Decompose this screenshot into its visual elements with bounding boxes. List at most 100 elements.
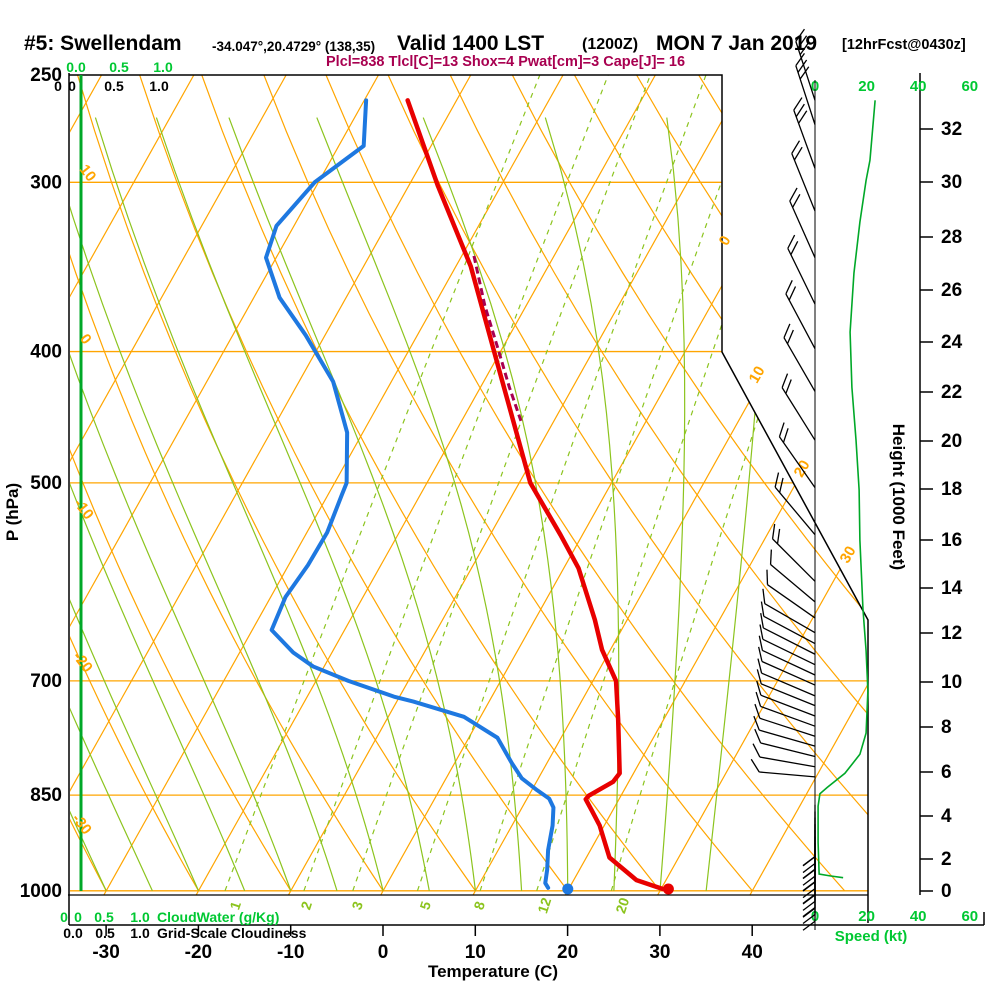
wind-barb-feather [797,35,808,49]
wind-barb-feather [779,477,784,493]
station-title: #5: Swellendam [24,32,182,55]
wind-barb-feather [762,588,766,604]
wind-barb-staff [760,694,816,717]
height-tick-label: 8 [941,717,952,738]
isotherm-label: 0 [716,233,735,249]
cloudiness-scale-top: 1.0 [149,78,169,94]
wind-barb-staff [761,672,816,697]
wind-barb-feather [759,624,764,640]
height-tick-label: 12 [941,623,962,644]
temp-axis-title: Temperature (C) [428,962,558,981]
temp-tick-label: -30 [92,942,119,963]
pressure-tick-label: 500 [30,473,62,494]
wind-barb-feather [787,234,796,249]
wind-barb-staff [767,584,816,619]
mixing-ratio-line [352,75,651,891]
wind-barb-staff [759,729,816,747]
moist-adiabat-line [155,117,430,891]
wind-barb-staff [762,649,816,676]
dry-adiabat-label: -30 [68,810,95,838]
surface-dewpoint-dot [562,883,574,895]
moist-adiabat-line [422,117,569,891]
mixing-ratio-line [416,75,707,891]
wind-barb-staff [781,387,816,441]
wind-barb-feather [792,193,801,208]
height-tick-label: 28 [941,227,962,248]
wind-barb-staff [759,756,816,768]
dry-adiabat-line [263,75,753,892]
height-tick-label: 24 [941,332,963,353]
dry-adiabat-line [76,75,476,892]
wind-barb-feather [758,635,764,651]
wind-barb-feather [802,913,816,925]
wind-barb-staff [774,486,816,536]
speed-tick-top: 20 [858,78,875,95]
isotherm-line [657,75,868,895]
cloudiness-scale-bottom: 0.5 [95,925,115,941]
wind-barb-feather [802,900,816,911]
dry-adiabat-line [70,75,292,892]
wind-barb-feather [802,856,816,867]
wind-barb-staff [763,627,816,655]
dry-adiabat-line [449,75,868,892]
cloudwater-scale-top: 1.0 [153,59,173,75]
temp-tick-label: 40 [742,942,763,963]
wind-barb-feather [774,472,780,488]
wind-barb-staff [760,705,816,727]
wind-barb-staff [762,638,816,666]
height-tick-label: 20 [941,431,962,452]
wind-barb-staff [791,153,816,212]
wind-barb-staff [760,683,816,707]
pressure-tick-label: 850 [30,785,62,806]
wind-barb-feather [790,241,799,255]
wind-barb-feather [756,680,762,696]
wind-barb-feather [802,920,816,931]
cloudiness-scale-bottom: 0.0 [63,925,83,941]
wind-barb-staff [764,603,816,634]
mixing-ratio-label: 2 [297,899,315,912]
wind-barb-staff [789,200,816,258]
temperature-curve [405,98,666,892]
mixing-ratio-label: 5 [416,899,434,912]
wind-barb-feather [802,881,816,892]
wind-barb-feather [750,758,760,773]
speed-axis-title: Speed (kt) [835,928,908,945]
dry-adiabat-label: -10 [70,495,97,523]
wind-barb-feather [757,658,763,674]
wind-barb-feather [799,42,810,56]
dry-adiabat-label: 0 [76,331,95,348]
wind-barb-feather [769,549,773,565]
wind-barb-feather [778,422,785,437]
wind-barb-feather [756,669,762,685]
pressure-tick-label: 400 [30,342,62,363]
wind-barb-feather [797,59,808,73]
parcel-trace [472,255,523,422]
wind-barb-feather [788,286,797,301]
valid-date: MON 7 Jan 2019 [656,32,818,55]
speed-tick-bottom: 60 [961,908,978,925]
pressure-tick-label: 1000 [20,881,62,902]
isotherm-line [70,75,287,895]
cloudiness-scale-top: 0.5 [104,78,124,94]
wind-barb-staff [763,615,816,645]
temp-tick-label: 30 [649,942,670,963]
height-tick-label: 16 [941,530,962,551]
wind-barb-staff [761,660,816,686]
speed-tick-bottom: 20 [858,908,875,925]
wind-barb-staff [772,538,816,582]
wind-barb-staff [793,109,816,169]
stability-indices: Plcl=838 Tlcl[C]=13 Shox=4 Pwat[cm]=3 Ca… [326,54,686,70]
wind-barb-feather [766,569,769,585]
cloudwater-scale-bottom: 0 [74,909,82,925]
wind-barb-feather [793,146,803,161]
wind-barb-feather [785,280,793,295]
wind-barb-feather [782,428,789,443]
moist-adiabat-line [70,117,107,892]
temp-tick-label: -20 [185,942,212,963]
mixing-ratio-line [479,75,761,891]
wind-barb-feather [802,906,816,918]
wind-barb-staff [760,742,816,758]
mixing-ratio-label: 12 [534,895,554,915]
isotherm-line [287,75,749,895]
